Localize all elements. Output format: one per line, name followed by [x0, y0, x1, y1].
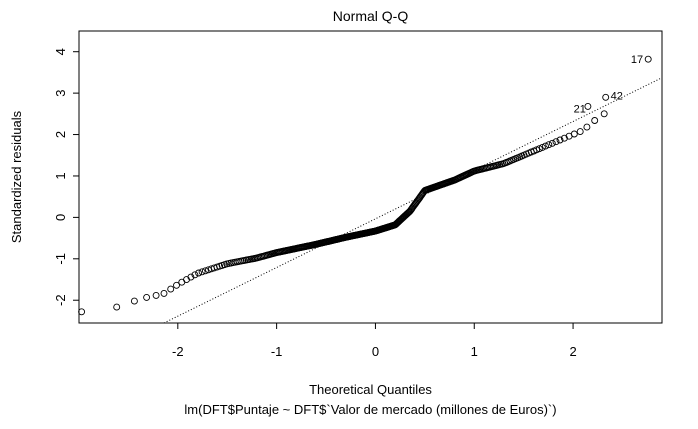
data-point — [152, 291, 160, 299]
y-tick-label: 2 — [53, 131, 68, 138]
y-tick-label: -1 — [53, 253, 68, 265]
data-point — [167, 285, 175, 293]
x-tick-label: -2 — [172, 344, 184, 359]
data-point — [644, 55, 652, 63]
y-tick-label: -2 — [53, 294, 68, 306]
data-point — [548, 139, 556, 147]
data-point — [143, 293, 151, 301]
data-point — [591, 117, 599, 124]
x-tick-label: 2 — [569, 344, 576, 359]
data-point — [414, 196, 422, 204]
data-point — [576, 128, 584, 136]
data-point — [130, 297, 138, 305]
x-tick-label: 1 — [471, 344, 478, 359]
data-point — [173, 281, 180, 289]
data-points — [78, 55, 652, 316]
model-formula-subtitle: lm(DFT$Puntaje ~ DFT$`Valor de mercado (… — [184, 402, 556, 417]
chart-title: Normal Q-Q — [333, 8, 409, 24]
y-tick-label: 0 — [53, 214, 68, 221]
outlier-label: 17 — [631, 54, 643, 66]
data-point — [545, 141, 553, 149]
data-point — [584, 102, 592, 110]
data-point — [542, 142, 549, 150]
data-point — [560, 134, 568, 142]
outlier-label: 21 — [574, 103, 586, 115]
data-point — [78, 308, 86, 316]
data-point — [160, 289, 168, 297]
x-axis: -2 -1 0 1 2 — [172, 322, 577, 359]
data-point — [538, 143, 546, 151]
data-point — [600, 110, 608, 118]
y-axis: -2 -1 0 1 2 3 4 — [53, 48, 80, 306]
data-point — [187, 273, 195, 281]
y-tick-label: 1 — [53, 172, 68, 179]
data-point — [201, 267, 209, 275]
point-annotations: 17 21 42 — [574, 54, 644, 115]
x-axis-label: Theoretical Quantiles — [309, 382, 432, 397]
data-point — [191, 271, 199, 279]
data-point — [583, 123, 591, 131]
outlier-label: 42 — [611, 90, 623, 102]
data-point — [602, 93, 610, 101]
y-axis-label: Standardized residuals — [9, 110, 24, 243]
x-tick-label: 0 — [372, 344, 379, 359]
data-point — [556, 136, 564, 144]
reference-line — [163, 77, 663, 324]
y-tick-label: 4 — [53, 48, 68, 55]
data-point — [113, 303, 121, 311]
data-point — [416, 193, 424, 201]
data-point — [198, 268, 206, 276]
plot-frame — [78, 30, 663, 324]
data-point — [195, 269, 203, 277]
y-tick-label: 3 — [53, 90, 68, 97]
data-point — [552, 138, 560, 146]
data-point — [570, 130, 578, 138]
x-tick-label: -1 — [271, 344, 283, 359]
